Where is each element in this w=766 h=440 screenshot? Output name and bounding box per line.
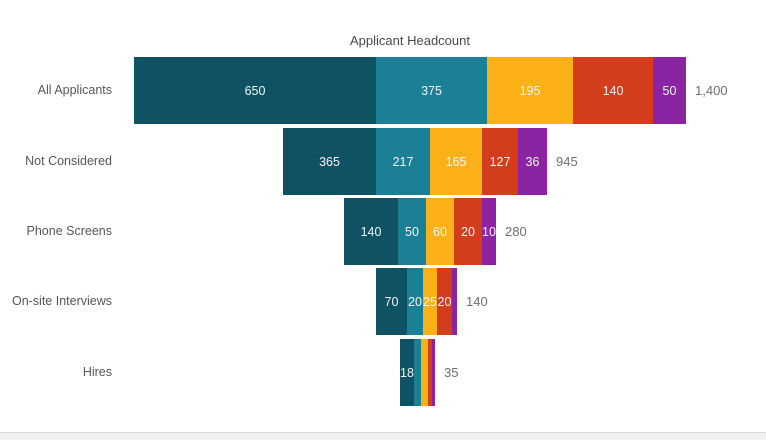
segment-value-label: 18 (400, 365, 414, 380)
segment-value-label: 165 (445, 154, 467, 169)
funnel-bar: 140 50 60 20 10 (344, 198, 496, 265)
stage-total-label: 1,400 (695, 83, 728, 98)
segment-value-label: 60 (433, 224, 447, 239)
stage-label: Phone Screens (26, 224, 112, 238)
funnel-segment[interactable] (452, 268, 457, 335)
funnel-segment[interactable]: 10 (482, 198, 496, 265)
segment-value-label: 195 (519, 83, 541, 98)
stage-label: Not Considered (25, 154, 112, 168)
funnel-segment[interactable]: 50 (398, 198, 426, 265)
funnel-segment[interactable]: 165 (430, 128, 482, 195)
segment-value-label: 50 (662, 83, 677, 98)
funnel-segment[interactable]: 217 (376, 128, 430, 195)
stage-total-label: 945 (556, 154, 578, 169)
funnel-segment[interactable] (428, 339, 432, 406)
segment-value-label: 217 (392, 154, 414, 169)
segment-value-label: 140 (602, 83, 624, 98)
funnel-bar: 650 375 195 140 50 (134, 57, 686, 124)
funnel-segment[interactable]: 36 (518, 128, 547, 195)
stage-label: Hires (82, 365, 112, 379)
segment-value-label: 140 (360, 224, 382, 239)
funnel-segment[interactable]: 375 (376, 57, 487, 124)
funnel-bar: 70 20 25 20 (376, 268, 457, 335)
funnel-segment[interactable]: 20 (437, 268, 452, 335)
segment-value-label: 20 (408, 294, 422, 309)
stage-label: On-site Interviews (11, 294, 112, 308)
funnel-segment[interactable]: 140 (573, 57, 653, 124)
segment-value-label: 10 (482, 224, 496, 239)
segment-value-label: 365 (319, 154, 340, 169)
funnel-segment[interactable] (414, 339, 421, 406)
funnel-segment[interactable]: 650 (134, 57, 376, 124)
segment-value-label: 70 (384, 294, 399, 309)
funnel-segment[interactable]: 60 (426, 198, 454, 265)
chart-title: Applicant Headcount (350, 33, 470, 48)
segment-value-label: 375 (421, 83, 442, 98)
bottom-strip (0, 432, 766, 440)
funnel-segment[interactable] (432, 339, 435, 406)
stage-total-label: 280 (505, 224, 527, 239)
stage-total-label: 140 (466, 294, 488, 309)
funnel-segment[interactable]: 127 (482, 128, 518, 195)
funnel-segment[interactable]: 20 (407, 268, 423, 335)
stage-label: All Applicants (37, 83, 112, 97)
funnel-segment[interactable]: 195 (487, 57, 573, 124)
segment-value-label: 36 (525, 154, 540, 169)
segment-value-label: 20 (461, 224, 475, 239)
funnel-bar: 365 217 165 127 36 (283, 128, 547, 195)
segment-value-label: 650 (244, 83, 266, 98)
segment-value-label: 127 (489, 154, 511, 169)
funnel-segment[interactable]: 25 (423, 268, 437, 335)
funnel-segment[interactable] (421, 339, 428, 406)
segment-value-label: 25 (423, 294, 437, 309)
stage-total-label: 35 (444, 365, 459, 380)
funnel-segment[interactable]: 50 (653, 57, 686, 124)
funnel-bar: 18 (400, 339, 435, 406)
funnel-segment[interactable]: 140 (344, 198, 398, 265)
segment-value-label: 20 (437, 294, 452, 309)
funnel-segment[interactable]: 20 (454, 198, 482, 265)
funnel-segment[interactable]: 70 (376, 268, 407, 335)
funnel-segment[interactable]: 18 (400, 339, 414, 406)
segment-value-label: 50 (405, 224, 419, 239)
funnel-segment[interactable]: 365 (283, 128, 376, 195)
